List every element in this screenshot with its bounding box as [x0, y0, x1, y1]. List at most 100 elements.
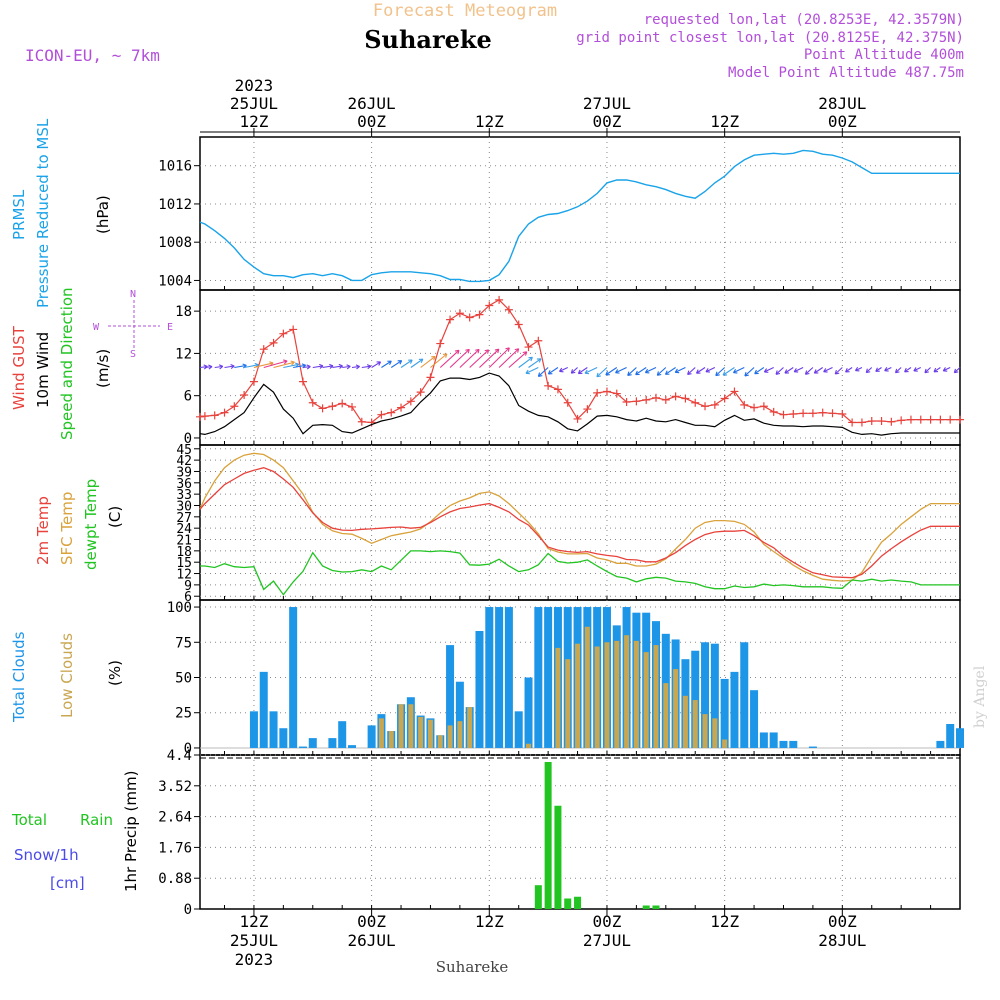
- wind-arrow-head: [784, 369, 789, 374]
- gust-marker: [593, 388, 602, 397]
- wind-arrow-head: [484, 349, 490, 354]
- total-cloud-bar: [936, 740, 945, 748]
- wind-arrow: [361, 365, 371, 369]
- ytick-label-temp: 6: [184, 590, 192, 605]
- pressure-label-1: PRMSL: [10, 189, 28, 240]
- wind-arrow-head: [408, 359, 413, 364]
- wind-arrow-head: [605, 371, 610, 376]
- ytick-label-clouds: 75: [175, 635, 192, 651]
- wind-label: 10m Wind: [34, 332, 52, 408]
- wind-arrow: [224, 365, 235, 369]
- wind-arrow-head: [845, 368, 850, 373]
- top-time-label: 28JUL: [818, 94, 866, 113]
- wind-arrow-head: [854, 366, 860, 372]
- wind-arrow-head: [577, 369, 583, 375]
- low-cloud-bar: [663, 683, 669, 748]
- ytick-label-temp: 42: [176, 454, 192, 469]
- bottom-time-label: 28JUL: [818, 931, 866, 950]
- total-cloud-bar: [279, 728, 288, 748]
- wind-arrow: [244, 364, 259, 369]
- rain-bar: [564, 898, 572, 909]
- ytick-label-temp: 30: [176, 499, 192, 514]
- temp-labels: 2m Temp SFC Temp dewpt Temp (C): [34, 479, 124, 570]
- wind-arrow: [845, 367, 853, 373]
- wind-arrow-head: [306, 364, 311, 370]
- ytick-label-precip: 4.4: [167, 748, 192, 764]
- wind-arrow: [656, 367, 667, 376]
- total-cloud-bar: [710, 643, 719, 748]
- gust-marker: [750, 403, 759, 412]
- precip-unit: 1hr Precip (mm): [122, 771, 140, 892]
- ytick-label-temp: 39: [176, 465, 192, 480]
- low-cloud-bar: [712, 718, 718, 748]
- model-label: ICON-EU, ~ 7km: [25, 46, 160, 65]
- wind-arrow-head: [722, 371, 728, 376]
- top-time-label: 12Z: [475, 112, 504, 131]
- wind-arrow-head: [627, 371, 632, 376]
- compass-w: W: [93, 322, 100, 333]
- wind-arrow: [865, 367, 873, 373]
- gust-marker: [348, 402, 356, 411]
- total-clouds-label: Total Clouds: [10, 631, 28, 723]
- wind-arrow: [875, 367, 882, 372]
- ytick-label-temp: 45: [176, 443, 192, 458]
- subtitle: Forecast Meteogram: [373, 1, 557, 21]
- wind-arrow: [793, 367, 804, 373]
- gust-marker: [230, 402, 239, 411]
- wind-arrow-head: [715, 371, 720, 377]
- gust-marker: [357, 417, 366, 426]
- wind-arrow-head: [656, 371, 662, 376]
- gust-label: Wind GUST: [10, 325, 28, 410]
- wind-arrow-head: [884, 367, 889, 372]
- wind-arrow: [332, 365, 343, 369]
- wind-arrow-head: [875, 367, 880, 372]
- gust-marker: [249, 377, 258, 386]
- gust-marker: [436, 339, 445, 348]
- total-cloud-bar: [514, 711, 523, 748]
- top-time-label: 27JUL: [583, 94, 631, 113]
- low-cloud-bar: [575, 643, 581, 748]
- gust-marker: [534, 336, 543, 345]
- wind-arrow: [559, 367, 568, 372]
- wind-speed-label: Speed and Direction: [58, 287, 76, 440]
- wind-arrow: [525, 367, 539, 374]
- ytick-label-temp: 18: [176, 545, 192, 560]
- gust-marker: [710, 400, 719, 409]
- low-cloud-bar: [722, 739, 728, 748]
- wind-arrow-head: [775, 370, 781, 375]
- wind-arrow-head: [355, 364, 360, 370]
- wind-arrow-head: [366, 364, 372, 370]
- wind-arrow-head: [475, 348, 480, 354]
- ytick-label-clouds: 0: [184, 741, 192, 757]
- total-cloud-bar: [485, 607, 494, 748]
- wind-arrow: [518, 356, 533, 368]
- wind-arrow: [293, 364, 306, 369]
- ytick-label-precip: 0: [184, 902, 192, 918]
- wind-arrow-head: [319, 363, 324, 369]
- wind-arrow: [283, 363, 299, 369]
- panel-pressure: 1004 1008 1012 1016: [158, 136, 961, 291]
- wind-arrow-head: [528, 356, 533, 362]
- requested-coords: requested lon,lat (20.8253E, 42.3579N): [644, 12, 964, 28]
- low-cloud-bar: [447, 725, 453, 748]
- wind-arrow-head: [242, 363, 247, 369]
- wind-arrow: [705, 367, 716, 373]
- ytick-label-wind: 6: [184, 389, 192, 405]
- low-cloud-bar: [653, 645, 659, 748]
- wind-arrow: [904, 367, 912, 373]
- top-time-label: 25JUL: [230, 94, 278, 113]
- wind-arrow-head: [953, 368, 959, 374]
- wind-arrow: [834, 367, 843, 375]
- gust-marker: [701, 402, 710, 411]
- low-cloud-bar: [643, 652, 649, 748]
- wind-arrow: [381, 360, 392, 368]
- t2m-label: 2m Temp: [34, 496, 52, 565]
- gust-marker: [730, 387, 739, 396]
- total-cloud-bar: [495, 607, 504, 748]
- gust-marker: [926, 415, 935, 424]
- wind-arrow: [596, 367, 608, 378]
- gust-marker: [210, 411, 219, 420]
- total-cloud-bar: [455, 681, 464, 748]
- gust-marker: [769, 407, 778, 416]
- cloud-unit: (%): [106, 660, 124, 686]
